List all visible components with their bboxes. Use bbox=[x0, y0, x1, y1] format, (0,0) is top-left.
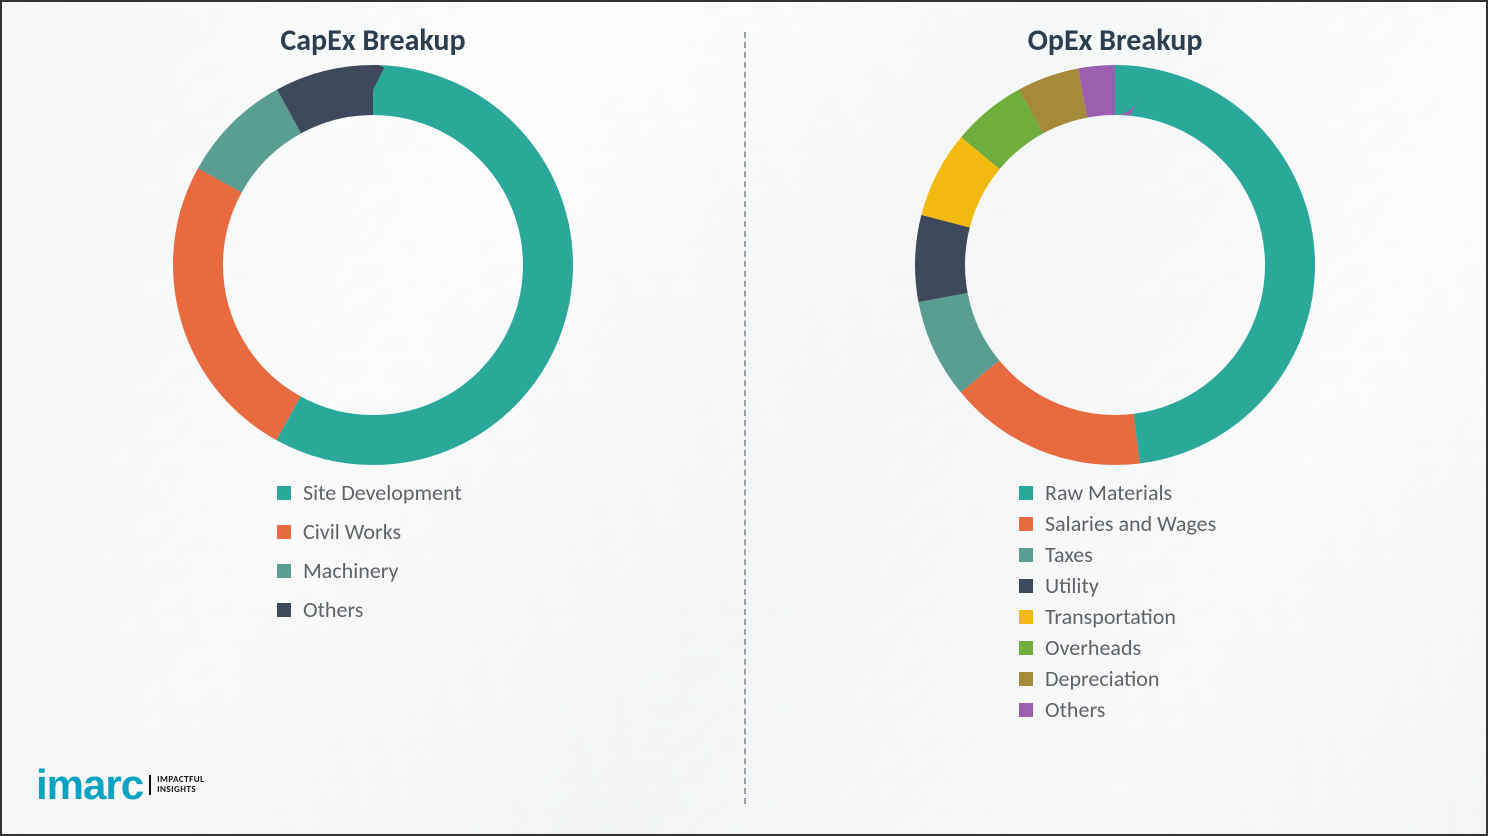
capex-legend-row-1: Civil Works bbox=[277, 518, 744, 545]
capex-chart-wrap bbox=[2, 65, 744, 465]
capex-legend-swatch-3 bbox=[277, 603, 291, 617]
capex-legend: Site Development Civil Works Machinery Othe… bbox=[277, 479, 744, 623]
capex-legend-label-0: Site Development bbox=[303, 479, 462, 506]
opex-legend-row-4: Transportation bbox=[1019, 603, 1486, 630]
opex-legend-swatch-7 bbox=[1019, 703, 1033, 717]
opex-legend-label-6: Depreciation bbox=[1045, 665, 1159, 692]
opex-legend-row-6: Depreciation bbox=[1019, 665, 1486, 692]
capex-panel: CapEx Breakup Site Development Civil Work… bbox=[2, 2, 744, 834]
brand-logo-tagline: IMPACTFUL INSIGHTS bbox=[149, 775, 204, 795]
opex-legend-swatch-2 bbox=[1019, 548, 1033, 562]
opex-legend-row-5: Overheads bbox=[1019, 634, 1486, 661]
brand-logo: imarc IMPACTFUL INSIGHTS bbox=[36, 764, 204, 806]
capex-legend-row-3: Others bbox=[277, 596, 744, 623]
opex-legend: Raw Materials Salaries and Wages Taxes Util… bbox=[1019, 479, 1486, 723]
chart-frame: CapEx Breakup Site Development Civil Work… bbox=[0, 0, 1488, 836]
opex-legend-label-7: Others bbox=[1045, 696, 1105, 723]
capex-legend-swatch-2 bbox=[277, 564, 291, 578]
opex-legend-swatch-6 bbox=[1019, 672, 1033, 686]
panels-row: CapEx Breakup Site Development Civil Work… bbox=[2, 2, 1486, 834]
capex-legend-label-3: Others bbox=[303, 596, 363, 623]
opex-legend-row-3: Utility bbox=[1019, 572, 1486, 599]
capex-legend-swatch-0 bbox=[277, 486, 291, 500]
opex-legend-row-2: Taxes bbox=[1019, 541, 1486, 568]
opex-legend-swatch-5 bbox=[1019, 641, 1033, 655]
opex-legend-swatch-1 bbox=[1019, 517, 1033, 531]
opex-legend-label-4: Transportation bbox=[1045, 603, 1176, 630]
capex-legend-label-2: Machinery bbox=[303, 557, 399, 584]
opex-legend-swatch-0 bbox=[1019, 486, 1033, 500]
brand-logo-text: imarc bbox=[36, 764, 143, 806]
capex-title: CapEx Breakup bbox=[2, 22, 744, 59]
opex-chart-wrap bbox=[744, 65, 1486, 465]
capex-legend-row-2: Machinery bbox=[277, 557, 744, 584]
opex-legend-label-1: Salaries and Wages bbox=[1045, 510, 1216, 537]
capex-legend-row-0: Site Development bbox=[277, 479, 744, 506]
capex-donut-chart bbox=[173, 65, 573, 465]
opex-legend-label-5: Overheads bbox=[1045, 634, 1141, 661]
capex-legend-label-1: Civil Works bbox=[303, 518, 401, 545]
opex-donut-chart bbox=[915, 65, 1315, 465]
opex-legend-label-3: Utility bbox=[1045, 572, 1099, 599]
opex-title: OpEx Breakup bbox=[744, 22, 1486, 59]
opex-panel: OpEx Breakup Raw Materials Salaries and W… bbox=[744, 2, 1486, 834]
opex-legend-label-0: Raw Materials bbox=[1045, 479, 1172, 506]
capex-legend-swatch-1 bbox=[277, 525, 291, 539]
opex-legend-swatch-3 bbox=[1019, 579, 1033, 593]
opex-legend-swatch-4 bbox=[1019, 610, 1033, 624]
opex-legend-row-1: Salaries and Wages bbox=[1019, 510, 1486, 537]
opex-legend-row-0: Raw Materials bbox=[1019, 479, 1486, 506]
brand-tag-line2: INSIGHTS bbox=[157, 784, 196, 795]
opex-legend-row-7: Others bbox=[1019, 696, 1486, 723]
opex-legend-label-2: Taxes bbox=[1045, 541, 1093, 568]
